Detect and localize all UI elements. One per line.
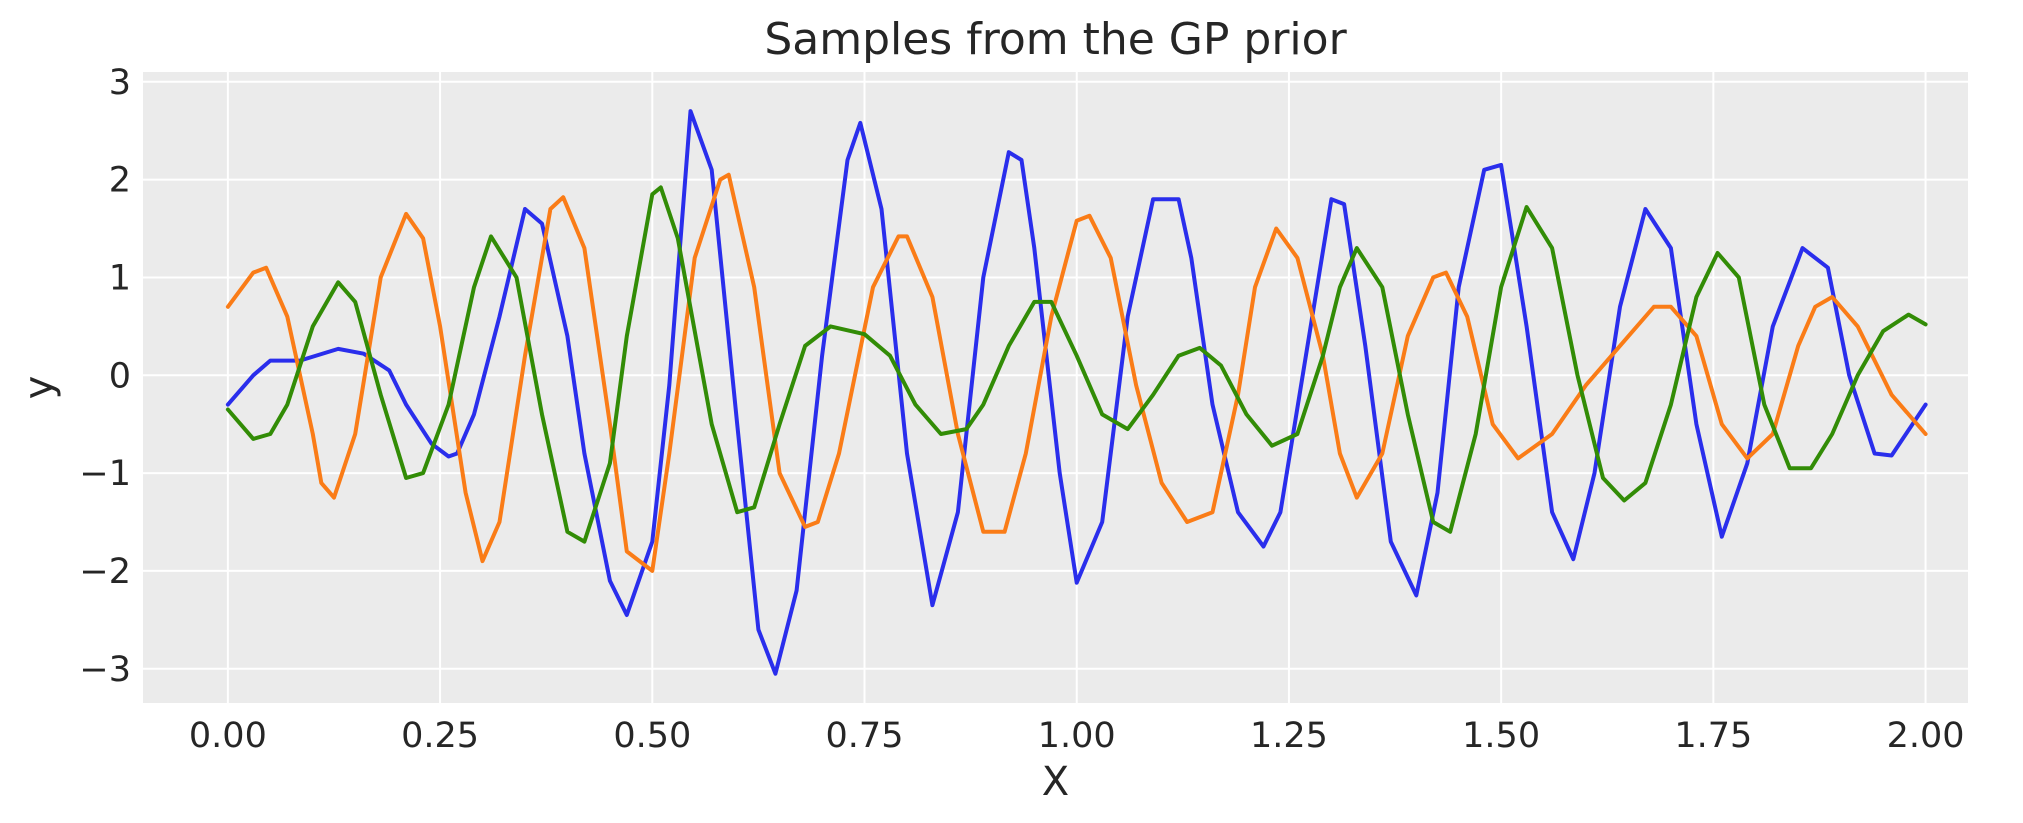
gridlines bbox=[143, 72, 1968, 703]
y-axis-label: y bbox=[16, 376, 62, 400]
x-tick-label: 1.50 bbox=[1462, 716, 1540, 756]
y-tick-label: 3 bbox=[109, 63, 131, 103]
series-line-3 bbox=[225, 185, 1928, 544]
y-tick-label: −2 bbox=[79, 552, 131, 592]
x-tick-label: 0.50 bbox=[613, 716, 691, 756]
tick-labels: 0.00 0.25 0.50 0.75 1.00 1.25 1.50 1.75 2.00 −3 −2… bbox=[79, 63, 1964, 756]
x-tick-label: 0.75 bbox=[826, 716, 904, 756]
x-axis-label: X bbox=[1042, 759, 1069, 805]
y-tick-label: 2 bbox=[109, 161, 131, 201]
y-tick-label: 0 bbox=[109, 356, 131, 396]
x-tick-label: 1.75 bbox=[1674, 716, 1752, 756]
x-tick-label: 0.00 bbox=[189, 716, 267, 756]
series-layer bbox=[225, 109, 1928, 676]
x-tick-label: 1.00 bbox=[1038, 716, 1116, 756]
series-line-1 bbox=[225, 109, 1928, 676]
series-line-2 bbox=[225, 172, 1928, 573]
plot-area-background bbox=[143, 72, 1968, 703]
y-tick-label: −3 bbox=[79, 650, 131, 690]
x-tick-label: 2.00 bbox=[1887, 716, 1965, 756]
x-tick-label: 0.25 bbox=[401, 716, 479, 756]
y-tick-label: 1 bbox=[109, 258, 131, 298]
chart-title: Samples from the GP prior bbox=[764, 14, 1347, 65]
y-tick-label: −1 bbox=[79, 454, 131, 494]
x-tick-label: 1.25 bbox=[1250, 716, 1328, 756]
